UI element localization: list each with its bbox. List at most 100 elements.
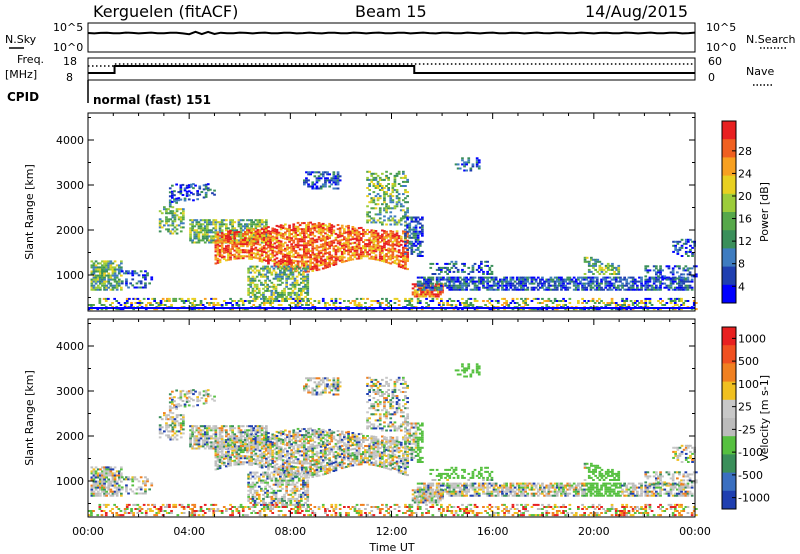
velocity-cell — [204, 389, 208, 392]
power-cell — [437, 266, 441, 269]
power-cell — [194, 184, 197, 187]
power-cell — [111, 270, 115, 273]
power-cell — [381, 247, 384, 250]
power-cell — [475, 288, 479, 291]
power-cell — [247, 275, 250, 278]
velocity-cell — [193, 447, 197, 450]
power-cell — [429, 288, 433, 291]
power-cell — [678, 278, 681, 281]
power-cell — [244, 235, 247, 237]
power-cell — [691, 240, 694, 243]
power-cell — [381, 251, 384, 254]
power-cell — [309, 258, 312, 261]
power-cell — [490, 284, 494, 287]
power-cell — [311, 187, 315, 190]
power-cell — [267, 244, 270, 247]
power-cell — [326, 235, 329, 238]
power-cell — [598, 308, 601, 311]
power-cell — [330, 179, 334, 182]
power-cell — [246, 243, 249, 246]
power-cell — [421, 282, 424, 285]
power-cell — [216, 304, 220, 306]
power-cell — [437, 278, 441, 281]
power-cell — [522, 284, 525, 287]
power-cell — [667, 297, 671, 300]
power-cell — [204, 195, 208, 198]
power-cell — [545, 308, 549, 311]
power-cell — [458, 302, 462, 304]
power-cell — [113, 276, 117, 279]
power-cell — [594, 268, 597, 271]
power-cell — [287, 275, 291, 278]
power-cell — [332, 255, 336, 258]
power-cell — [233, 239, 237, 242]
velocity-cell — [92, 486, 96, 489]
power-cell — [203, 229, 207, 232]
velocity-cell — [90, 484, 94, 487]
nsky-left-top-tick: 10^5 — [53, 21, 83, 34]
velocity-cell — [203, 437, 207, 440]
power-cell — [355, 229, 359, 232]
power-cell — [564, 284, 567, 287]
power-cell — [625, 280, 629, 283]
velocity-cell — [139, 486, 143, 489]
power-cell — [235, 247, 239, 250]
power-cell — [144, 308, 148, 311]
power-cell — [353, 247, 357, 250]
power-cell — [378, 255, 382, 258]
power-cell — [300, 238, 304, 241]
velocity-cell — [107, 468, 111, 471]
power-cell — [330, 240, 334, 243]
power-cell — [547, 282, 551, 285]
power-cell — [446, 278, 449, 281]
power-cell — [250, 221, 253, 224]
power-cell — [297, 287, 301, 290]
power-cell — [289, 271, 293, 274]
power-cell — [305, 246, 308, 249]
power-cell — [585, 256, 589, 259]
power-cell — [104, 300, 108, 302]
power-cell — [168, 187, 172, 190]
power-cell — [250, 256, 253, 258]
power-cell — [446, 304, 449, 306]
power-cell — [429, 262, 433, 265]
power-cell — [225, 227, 228, 230]
power-cell — [332, 175, 336, 178]
power-cell — [402, 254, 405, 257]
power-cell — [374, 244, 378, 247]
velocity-cell — [92, 492, 96, 495]
power-cell — [387, 189, 390, 191]
power-cell — [336, 175, 340, 178]
power-cell — [248, 227, 251, 230]
power-cell — [326, 247, 329, 250]
power-cell — [244, 225, 247, 228]
power-cell — [549, 284, 553, 287]
power-cell — [291, 281, 295, 284]
power-cell — [286, 246, 289, 249]
power-cell — [378, 237, 382, 240]
power-cell — [248, 239, 251, 242]
power-cell — [305, 177, 308, 180]
power-cell — [179, 222, 183, 225]
velocity-cell — [163, 412, 166, 415]
power-cell — [317, 228, 321, 231]
power-cell — [549, 300, 553, 302]
power-cell — [671, 273, 675, 276]
power-cell — [501, 282, 504, 285]
power-cell — [406, 209, 409, 212]
power-cell — [293, 281, 297, 284]
power-cell — [249, 277, 253, 280]
power-cell — [461, 159, 464, 162]
power-cell — [477, 276, 481, 279]
velocity-cell — [220, 425, 224, 428]
power-cell — [315, 257, 319, 259]
power-cell — [334, 308, 338, 311]
power-cell — [336, 224, 340, 226]
power-cell — [490, 300, 494, 302]
power-cell — [294, 227, 298, 230]
velocity-cell — [233, 435, 237, 438]
velocity-cell — [125, 484, 128, 487]
power-cell — [408, 228, 412, 231]
power-cell — [581, 276, 584, 279]
power-cell — [650, 288, 654, 291]
